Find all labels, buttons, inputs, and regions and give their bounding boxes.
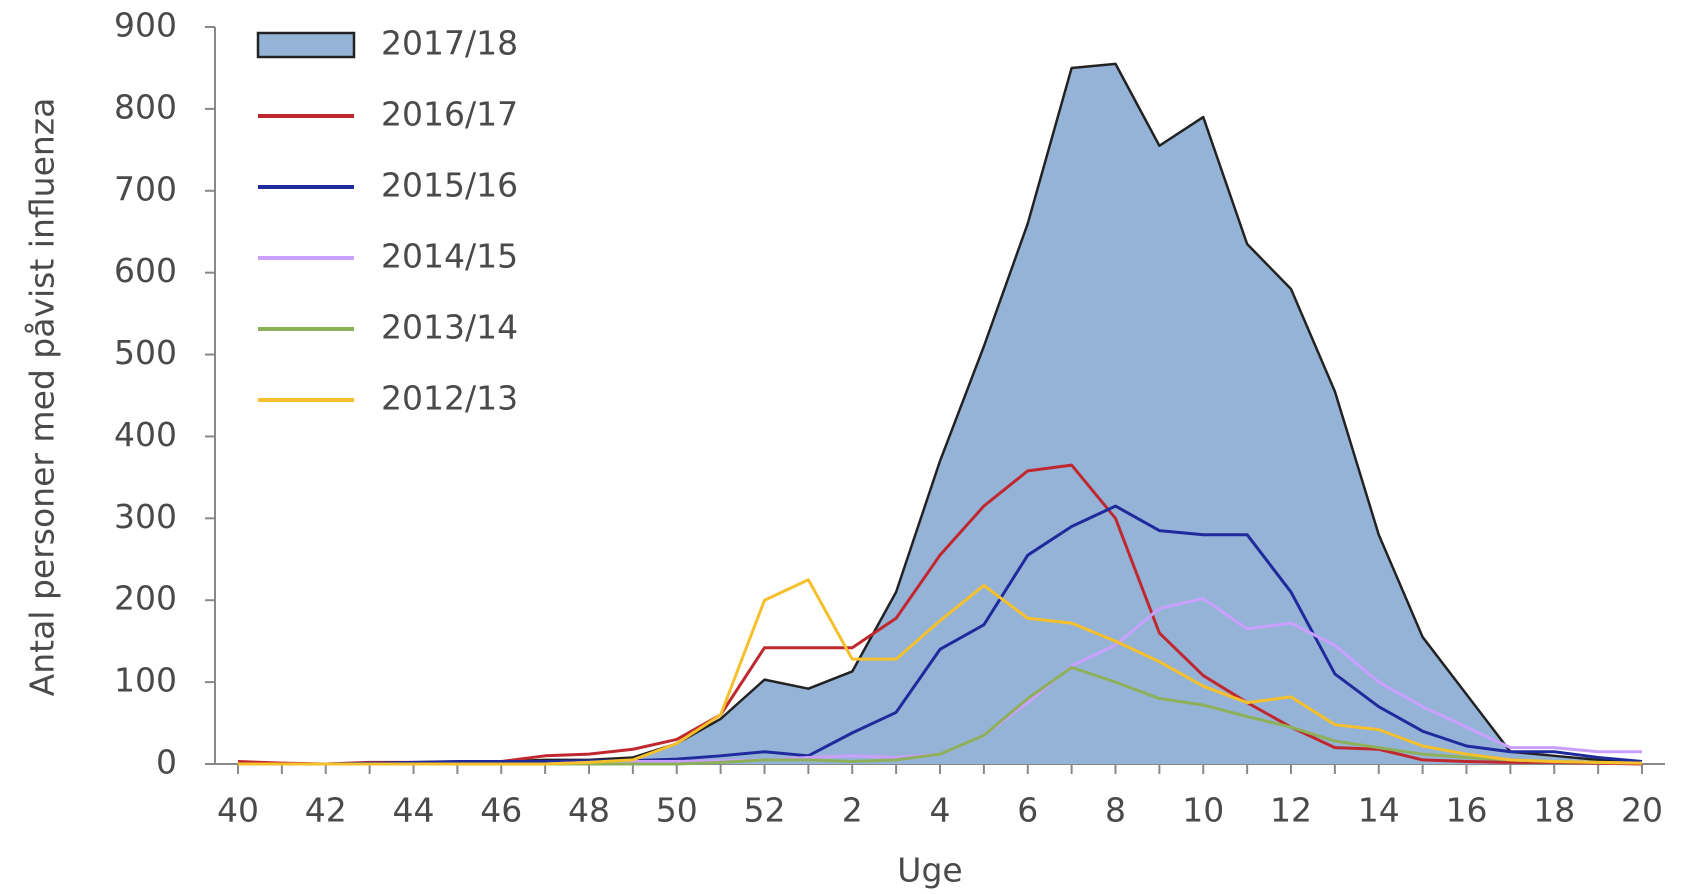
series-line xyxy=(238,578,1643,766)
y-tick-label: 600 xyxy=(114,251,177,290)
legend-label: 2016/17 xyxy=(381,95,518,134)
x-tick-label: 46 xyxy=(480,791,522,830)
x-tick-label: 44 xyxy=(393,791,435,830)
legend-label: 2017/18 xyxy=(381,24,518,63)
legend-label: 2013/14 xyxy=(381,308,518,347)
x-tick-label: 50 xyxy=(656,791,698,830)
y-tick-label: 900 xyxy=(114,6,177,45)
x-tick-label: 18 xyxy=(1533,791,1575,830)
x-tick-label: 6 xyxy=(1017,791,1038,830)
x-tick-label: 12 xyxy=(1270,791,1312,830)
legend-label: 2015/16 xyxy=(381,166,518,205)
y-tick-label: 100 xyxy=(114,661,177,700)
x-tick-label: 48 xyxy=(568,791,610,830)
x-axis-label: Uge xyxy=(897,851,962,890)
legend-label: 2012/13 xyxy=(381,379,518,418)
y-tick-label: 200 xyxy=(114,579,177,618)
y-tick-label: 0 xyxy=(156,743,177,782)
legend-label: 2014/15 xyxy=(381,237,518,276)
x-tick-label: 4 xyxy=(930,791,951,830)
y-tick-label: 800 xyxy=(114,87,177,126)
y-tick-label: 400 xyxy=(114,415,177,454)
x-tick-label: 40 xyxy=(217,791,259,830)
legend-swatch xyxy=(256,31,356,59)
area-fill xyxy=(238,63,1642,765)
x-tick-label: 42 xyxy=(305,791,347,830)
x-tick-label: 2 xyxy=(842,791,863,830)
y-tick-label: 300 xyxy=(114,497,177,536)
x-tick-label: 10 xyxy=(1182,791,1224,830)
y-axis-label: Antal personer med påvist influenza xyxy=(23,98,62,697)
series-line xyxy=(238,504,1643,766)
x-tick-label: 52 xyxy=(744,791,786,830)
x-tick-label: 8 xyxy=(1105,791,1126,830)
x-tick-label: 20 xyxy=(1621,791,1663,830)
y-tick-label: 500 xyxy=(114,333,177,372)
y-tick-label: 700 xyxy=(114,169,177,208)
x-tick-label: 16 xyxy=(1446,791,1488,830)
x-tick-label: 14 xyxy=(1358,791,1400,830)
